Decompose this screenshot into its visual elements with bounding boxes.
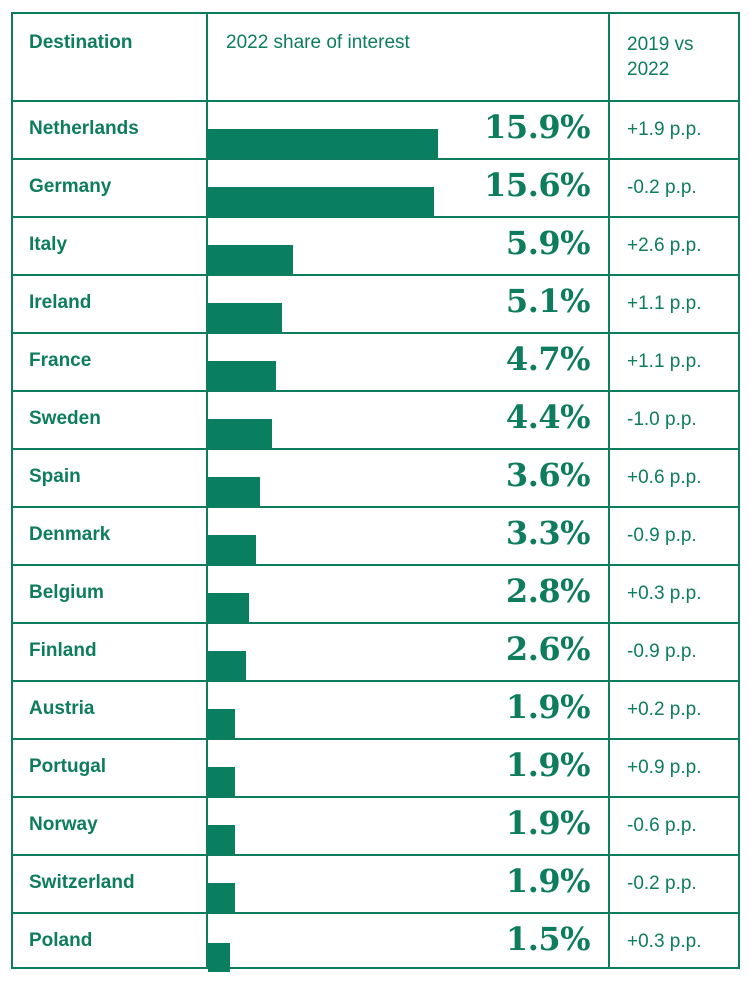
change-value: +0.3 p.p. bbox=[627, 931, 702, 952]
share-bar bbox=[208, 187, 434, 216]
destination-name: Switzerland bbox=[29, 872, 135, 893]
share-value-label: 15.9% bbox=[484, 108, 590, 146]
change-value: +0.9 p.p. bbox=[627, 757, 702, 778]
change-value: +1.1 p.p. bbox=[627, 293, 702, 314]
share-value-label: 4.4% bbox=[505, 398, 591, 436]
change-value: -0.6 p.p. bbox=[627, 815, 697, 836]
share-value-label: 1.5% bbox=[505, 920, 591, 958]
header-row: Destination 2022 share of interest 2019 … bbox=[13, 14, 738, 102]
destination-name: Finland bbox=[29, 640, 97, 661]
change-value: +1.9 p.p. bbox=[627, 119, 702, 140]
share-bar bbox=[208, 943, 230, 972]
table-row: Netherlands 15.9% +1.9 p.p. bbox=[13, 102, 738, 160]
table-row: Belgium 2.8% +0.3 p.p. bbox=[13, 566, 738, 624]
share-bar bbox=[208, 593, 249, 622]
share-value-label: 2.8% bbox=[505, 572, 591, 610]
table-row: Ireland 5.1% +1.1 p.p. bbox=[13, 276, 738, 334]
destination-name: France bbox=[29, 350, 92, 371]
change-value: +1.1 p.p. bbox=[627, 351, 702, 372]
change-value: +2.6 p.p. bbox=[627, 235, 702, 256]
change-value: -0.2 p.p. bbox=[627, 177, 697, 198]
destination-name: Netherlands bbox=[29, 118, 139, 139]
share-bar bbox=[208, 361, 276, 390]
share-value-label: 1.9% bbox=[505, 688, 591, 726]
table-row: Portugal 1.9% +0.9 p.p. bbox=[13, 740, 738, 798]
change-value: +0.2 p.p. bbox=[627, 699, 702, 720]
table-row: Norway 1.9% -0.6 p.p. bbox=[13, 798, 738, 856]
share-value-label: 4.7% bbox=[505, 340, 591, 378]
destination-name: Norway bbox=[29, 814, 98, 835]
share-value-label: 1.9% bbox=[505, 862, 591, 900]
destination-name: Ireland bbox=[29, 292, 92, 313]
change-header: 2019 vs 2022 bbox=[627, 34, 694, 80]
destination-name: Denmark bbox=[29, 524, 111, 545]
destination-name: Sweden bbox=[29, 408, 101, 429]
share-bar bbox=[208, 825, 235, 854]
destination-name: Poland bbox=[29, 930, 93, 951]
table-row: France 4.7% +1.1 p.p. bbox=[13, 334, 738, 392]
share-bar bbox=[208, 709, 235, 738]
share-table: Destination 2022 share of interest 2019 … bbox=[11, 12, 740, 972]
table-row: Italy 5.9% +2.6 p.p. bbox=[13, 218, 738, 276]
change-value: +0.3 p.p. bbox=[627, 583, 702, 604]
share-bar bbox=[208, 535, 256, 564]
share-bar bbox=[208, 767, 235, 796]
change-value: -0.9 p.p. bbox=[627, 641, 697, 662]
share-value-label: 2.6% bbox=[505, 630, 591, 668]
share-bar bbox=[208, 245, 293, 274]
share-value-label: 1.9% bbox=[505, 746, 591, 784]
change-value: -0.2 p.p. bbox=[627, 873, 697, 894]
table-row: Denmark 3.3% -0.9 p.p. bbox=[13, 508, 738, 566]
destination-name: Portugal bbox=[29, 756, 107, 777]
share-bar bbox=[208, 303, 282, 332]
destination-name: Spain bbox=[29, 466, 81, 487]
table-row: Germany 15.6% -0.2 p.p. bbox=[13, 160, 738, 218]
change-value: +0.6 p.p. bbox=[627, 467, 702, 488]
table-row: Switzerland 1.9% -0.2 p.p. bbox=[13, 856, 738, 914]
destination-name: Austria bbox=[29, 698, 95, 719]
column-divider-1 bbox=[206, 14, 208, 967]
share-value-label: 3.6% bbox=[505, 456, 591, 494]
share-bar bbox=[208, 477, 260, 506]
share-value-label: 5.9% bbox=[505, 224, 591, 262]
share-value-label: 1.9% bbox=[505, 804, 591, 842]
table-row: Finland 2.6% -0.9 p.p. bbox=[13, 624, 738, 682]
destination-name: Italy bbox=[29, 234, 68, 255]
table-row: Sweden 4.4% -1.0 p.p. bbox=[13, 392, 738, 450]
change-value: -0.9 p.p. bbox=[627, 525, 697, 546]
change-value: -1.0 p.p. bbox=[627, 409, 697, 430]
destination-name: Germany bbox=[29, 176, 112, 197]
share-header: 2022 share of interest bbox=[226, 32, 410, 53]
table-row: Spain 3.6% +0.6 p.p. bbox=[13, 450, 738, 508]
destination-name: Belgium bbox=[29, 582, 104, 603]
share-value-label: 5.1% bbox=[505, 282, 591, 320]
share-bar bbox=[208, 419, 272, 448]
table-row: Poland 1.5% +0.3 p.p. bbox=[13, 914, 738, 972]
share-value-label: 15.6% bbox=[484, 166, 590, 204]
share-value-label: 3.3% bbox=[505, 514, 591, 552]
share-bar bbox=[208, 129, 438, 158]
table-row: Austria 1.9% +0.2 p.p. bbox=[13, 682, 738, 740]
destination-header: Destination bbox=[29, 32, 133, 53]
share-bar bbox=[208, 651, 246, 680]
column-divider-2 bbox=[608, 14, 610, 967]
share-bar bbox=[208, 883, 235, 912]
